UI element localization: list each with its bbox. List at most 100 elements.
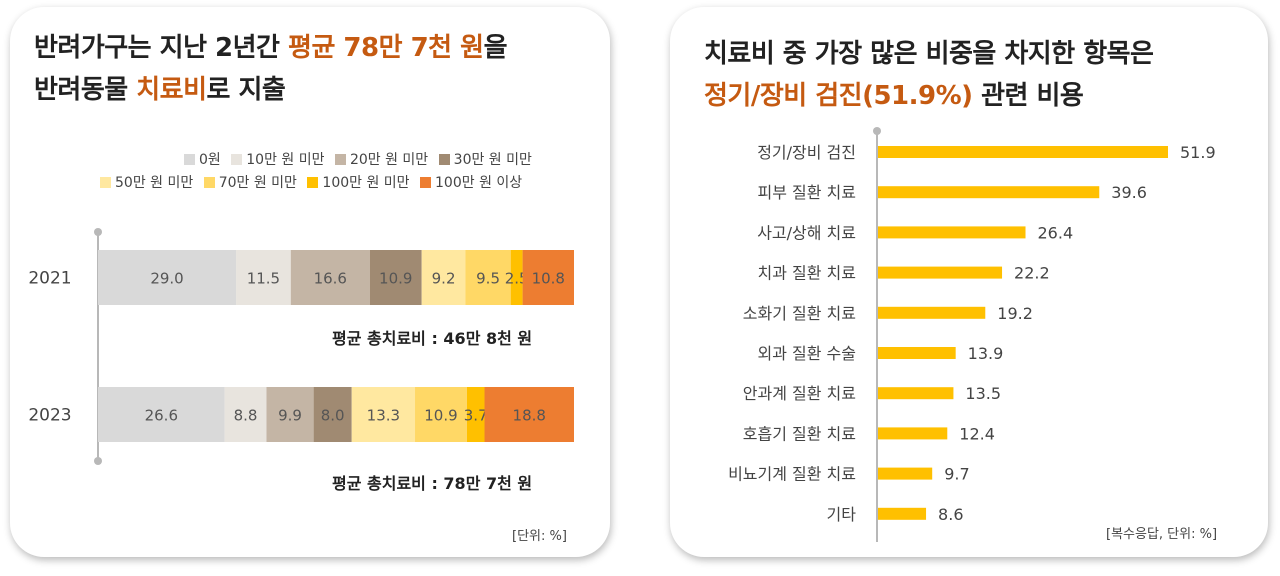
data-label: 26.4 [1038, 223, 1074, 242]
stack-segment [415, 387, 467, 442]
legend-swatch [438, 154, 450, 165]
right-panel: 치료비 중 가장 많은 비중을 차지한 항목은 정기/장비 검진(51.9%) … [670, 7, 1268, 557]
category-label: 사고/상해 치료 [757, 223, 856, 242]
legend-item: 70만 원 미만 [203, 172, 297, 192]
data-label: 8.8 [234, 407, 258, 425]
bar [878, 427, 948, 440]
data-label: 16.6 [314, 270, 347, 288]
legend-swatch [100, 177, 111, 188]
stack-segment [313, 387, 352, 442]
data-label: 13.9 [968, 344, 1004, 363]
category-label: 2021 [28, 269, 71, 289]
bar [878, 226, 1026, 239]
data-label: 9.7 [944, 465, 969, 484]
legend-swatch [420, 177, 432, 188]
data-label: 9.5 [476, 270, 500, 288]
legend-label: 20만 원 미만 [349, 152, 429, 168]
legend-item: 20만 원 미만 [334, 149, 429, 169]
data-label: 51.9 [1180, 143, 1216, 162]
stack-segment [484, 387, 574, 442]
legend-item: 0원 [184, 149, 221, 169]
legend-row-2: 50만 원 미만 70만 원 미만 100만 원 미만 100만 원 이상 [94, 172, 522, 192]
bar [878, 507, 927, 520]
right-title: 치료비 중 가장 많은 비중을 차지한 항목은 정기/장비 검진(51.9%) … [704, 33, 1154, 117]
bar [878, 266, 1003, 279]
bar [878, 306, 986, 319]
data-label: 10.9 [379, 270, 412, 288]
data-label: 10.9 [424, 407, 457, 425]
right-title-line1: 치료비 중 가장 많은 비중을 차지한 항목은 [704, 39, 1154, 69]
avg-cost-note-2021: 평균 총치료비 : 46만 8천 원 [332, 329, 533, 348]
category-label: 소화기 질환 치료 [743, 304, 856, 323]
stack-segment [236, 250, 291, 305]
data-label: 10.8 [532, 270, 565, 288]
category-label: 안과계 질환 치료 [743, 384, 856, 403]
left-title: 반려가구는 지난 2년간 평균 78만 7천 원을 반려동물 치료비로 지출 [34, 27, 507, 111]
legend-swatch [334, 154, 346, 165]
stack-segment [465, 250, 511, 305]
legend-label: 0원 [199, 152, 221, 168]
bar [878, 146, 1168, 158]
legend-swatch [184, 154, 195, 165]
legend-swatch [203, 177, 215, 188]
right-title-highlight: 정기/장비 검진(51.9%) [704, 81, 973, 111]
category-label: 정기/장비 검진 [757, 143, 856, 162]
data-label: 13.5 [965, 384, 1001, 403]
data-label: 26.6 [145, 407, 178, 425]
data-label: 18.8 [513, 407, 546, 425]
data-label: 8.0 [321, 407, 345, 425]
stack-segment [98, 250, 237, 305]
legend-label: 70만 원 미만 [218, 175, 297, 191]
data-label: 12.4 [959, 424, 995, 443]
stack-segment [369, 250, 422, 305]
legend-label: 10만 원 미만 [246, 152, 325, 168]
legend-label: 50만 원 미만 [115, 175, 194, 191]
legend-label: 100만 원 이상 [435, 175, 523, 191]
data-label: 9.9 [278, 407, 302, 425]
legend-item: 50만 원 미만 [100, 172, 193, 192]
legend-label: 30만 원 미만 [453, 152, 532, 168]
stack-segment [421, 250, 466, 305]
category-label: 피부 질환 치료 [758, 183, 857, 202]
left-panel: 반려가구는 지난 2년간 평균 78만 7천 원을 반려동물 치료비로 지출 0… [10, 7, 610, 557]
data-label: 13.3 [367, 407, 400, 425]
data-label: 39.6 [1111, 183, 1147, 202]
avg-cost-note-2023: 평균 총치료비 : 78만 7천 원 [332, 474, 533, 493]
category-label: 2023 [28, 406, 71, 426]
left-title-line2-end: 로 지출 [206, 75, 286, 105]
stack-segment [266, 387, 314, 442]
data-label: 9.2 [432, 270, 456, 288]
axis-end-dot [873, 127, 881, 135]
data-label: 8.6 [938, 505, 963, 524]
legend-item: 10만 원 미만 [231, 149, 325, 169]
unit-note: [단위: %] [512, 529, 567, 544]
right-title-line2-end: 관련 비용 [972, 81, 1084, 111]
legend-swatch [307, 177, 319, 188]
category-label: 기타 [827, 505, 857, 524]
bar [878, 347, 956, 359]
stack-segment [98, 387, 225, 442]
category-label: 치과 질환 치료 [758, 264, 857, 283]
left-title-highlight-amount: 평균 78만 7천 원 [288, 33, 484, 63]
stack-segment [224, 387, 267, 442]
data-label: 19.2 [997, 304, 1033, 323]
left-title-line1-end: 을 [483, 33, 508, 63]
left-title-line1: 반려가구는 지난 2년간 [34, 33, 289, 63]
data-label: 11.5 [247, 270, 280, 288]
legend-item: 100만 원 미만 [307, 172, 410, 192]
legend-item: 100만 원 이상 [420, 172, 522, 192]
horizontal-bar-chart: 정기/장비 검진 51.9 피부 질환 치료 39.6 사고/상해 치료 26.4 치과 질… [728, 127, 1216, 542]
stack-segment [351, 387, 416, 442]
bar [878, 186, 1100, 199]
data-label: 29.0 [150, 270, 183, 288]
bar [878, 467, 933, 480]
data-label: 3.7 [464, 407, 488, 425]
axis-end-dot [94, 457, 102, 465]
legend-label: 100만 원 미만 [322, 175, 410, 191]
unit-note: [복수응답, 단위: %] [1106, 527, 1218, 542]
legend-item: 30만 원 미만 [438, 149, 532, 169]
legend-swatch [231, 154, 243, 165]
stack-segment [466, 387, 485, 442]
data-label: 22.2 [1014, 264, 1050, 283]
